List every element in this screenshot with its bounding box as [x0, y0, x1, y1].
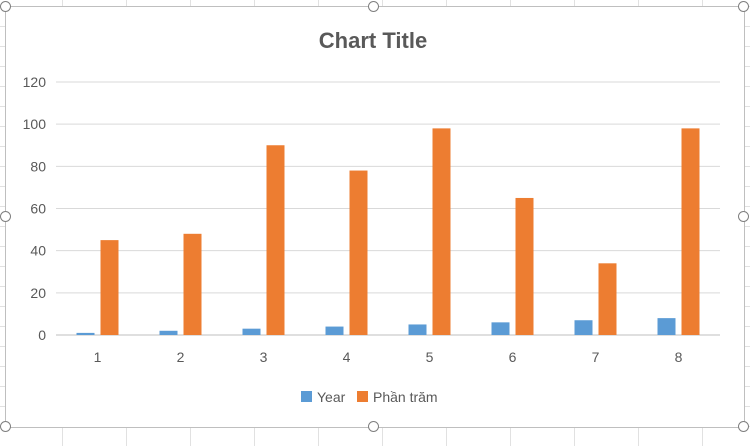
y-tick-label: 100: [23, 116, 47, 132]
bar-year[interactable]: [242, 328, 261, 335]
chart-area[interactable]: [5, 6, 745, 428]
bar-year[interactable]: [325, 326, 344, 335]
x-tick-label: 8: [675, 349, 683, 365]
bar-phan-tram[interactable]: [515, 197, 534, 335]
x-tick-label: 7: [592, 349, 600, 365]
bar-phan-tram[interactable]: [349, 170, 368, 335]
chart-title[interactable]: Chart Title: [319, 28, 427, 53]
bar-phan-tram[interactable]: [100, 240, 119, 335]
resize-handle-bottom-right[interactable]: [738, 421, 749, 432]
resize-handle-bottom-left[interactable]: [0, 421, 11, 432]
bar-year[interactable]: [408, 324, 427, 335]
x-tick-label: 1: [94, 349, 102, 365]
bar-phan-tram[interactable]: [681, 128, 700, 335]
resize-handle-right[interactable]: [738, 211, 749, 222]
y-tick-label: 20: [30, 285, 46, 301]
bar-phan-tram[interactable]: [598, 263, 617, 335]
bar-year[interactable]: [159, 330, 178, 335]
bar-phan-tram[interactable]: [432, 128, 451, 335]
legend-label-phan-tram[interactable]: Phần trăm: [373, 389, 438, 405]
legend: Year Phần trăm: [301, 389, 438, 405]
x-tick-label: 6: [509, 349, 517, 365]
y-tick-label: 60: [30, 201, 46, 217]
bar-year[interactable]: [76, 332, 95, 335]
bar-year[interactable]: [657, 318, 676, 335]
x-tick-label: 2: [177, 349, 185, 365]
gridlines: [56, 81, 720, 336]
bar-year[interactable]: [491, 322, 510, 335]
legend-swatch-year: [301, 391, 312, 402]
y-tick-label: 120: [23, 74, 47, 90]
bars: [76, 128, 700, 335]
x-tick-label: 4: [343, 349, 351, 365]
y-tick-label: 0: [38, 327, 46, 343]
legend-label-year[interactable]: Year: [317, 389, 346, 405]
y-tick-label: 40: [30, 243, 46, 259]
resize-handle-left[interactable]: [0, 211, 11, 222]
resize-handle-top[interactable]: [368, 1, 379, 12]
bar-phan-tram[interactable]: [183, 233, 202, 335]
bar-year[interactable]: [574, 320, 593, 335]
resize-handle-top-right[interactable]: [738, 1, 749, 12]
y-tick-label: 80: [30, 158, 46, 174]
bar-phan-tram[interactable]: [266, 145, 285, 335]
legend-swatch-phan-tram: [357, 391, 368, 402]
y-axis-labels: 0 20 40 60 80 100 120: [23, 74, 47, 343]
x-tick-label: 3: [260, 349, 268, 365]
resize-handle-top-left[interactable]: [0, 1, 11, 12]
resize-handle-bottom[interactable]: [368, 421, 379, 432]
x-axis-labels: 1 2 3 4 5 6 7 8: [94, 349, 683, 365]
x-tick-label: 5: [426, 349, 434, 365]
